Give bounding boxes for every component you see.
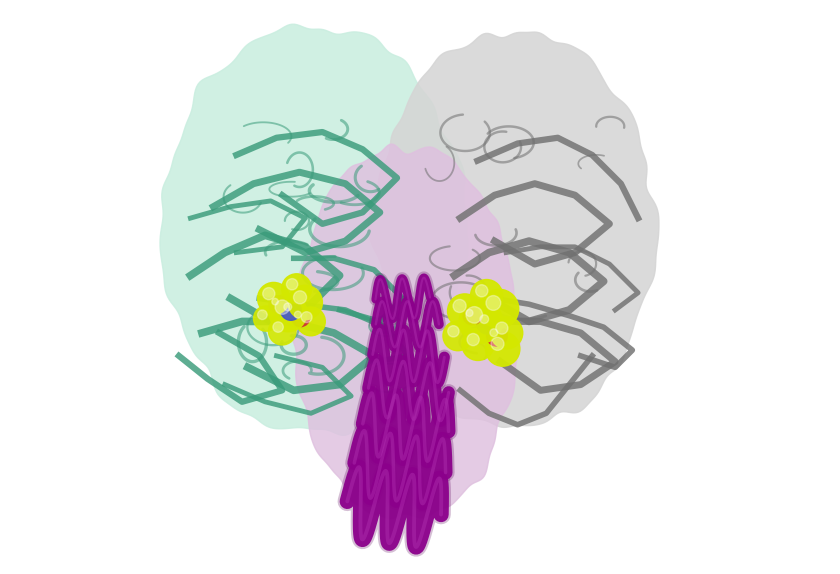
Circle shape [288, 285, 323, 320]
Circle shape [269, 296, 286, 313]
Circle shape [486, 325, 507, 346]
Circle shape [459, 300, 502, 343]
Circle shape [491, 317, 522, 349]
Circle shape [448, 294, 482, 328]
Circle shape [453, 300, 466, 312]
Circle shape [443, 321, 473, 351]
Circle shape [269, 294, 307, 332]
Circle shape [273, 322, 283, 332]
Circle shape [258, 282, 290, 315]
Circle shape [281, 300, 302, 320]
Circle shape [263, 288, 275, 300]
Circle shape [466, 307, 483, 323]
Circle shape [486, 332, 520, 366]
Circle shape [294, 311, 302, 318]
Circle shape [480, 289, 519, 328]
Polygon shape [291, 144, 521, 519]
Circle shape [272, 298, 278, 305]
Circle shape [491, 338, 504, 350]
Circle shape [275, 300, 290, 315]
Circle shape [480, 315, 489, 324]
Circle shape [475, 285, 488, 297]
Circle shape [284, 303, 291, 311]
Circle shape [467, 333, 480, 346]
Circle shape [258, 310, 267, 320]
Circle shape [302, 312, 312, 323]
Circle shape [490, 329, 498, 336]
Circle shape [281, 274, 312, 304]
Circle shape [496, 322, 508, 334]
Circle shape [297, 307, 325, 336]
Circle shape [463, 307, 481, 325]
Circle shape [466, 309, 473, 316]
Circle shape [269, 317, 296, 345]
Circle shape [293, 291, 307, 304]
Circle shape [286, 278, 298, 290]
Polygon shape [160, 24, 468, 436]
Circle shape [462, 328, 494, 360]
Circle shape [448, 325, 459, 337]
Circle shape [476, 311, 499, 334]
Circle shape [254, 306, 279, 331]
Circle shape [291, 308, 310, 327]
Polygon shape [369, 32, 659, 428]
Circle shape [486, 296, 501, 311]
Circle shape [470, 280, 502, 312]
